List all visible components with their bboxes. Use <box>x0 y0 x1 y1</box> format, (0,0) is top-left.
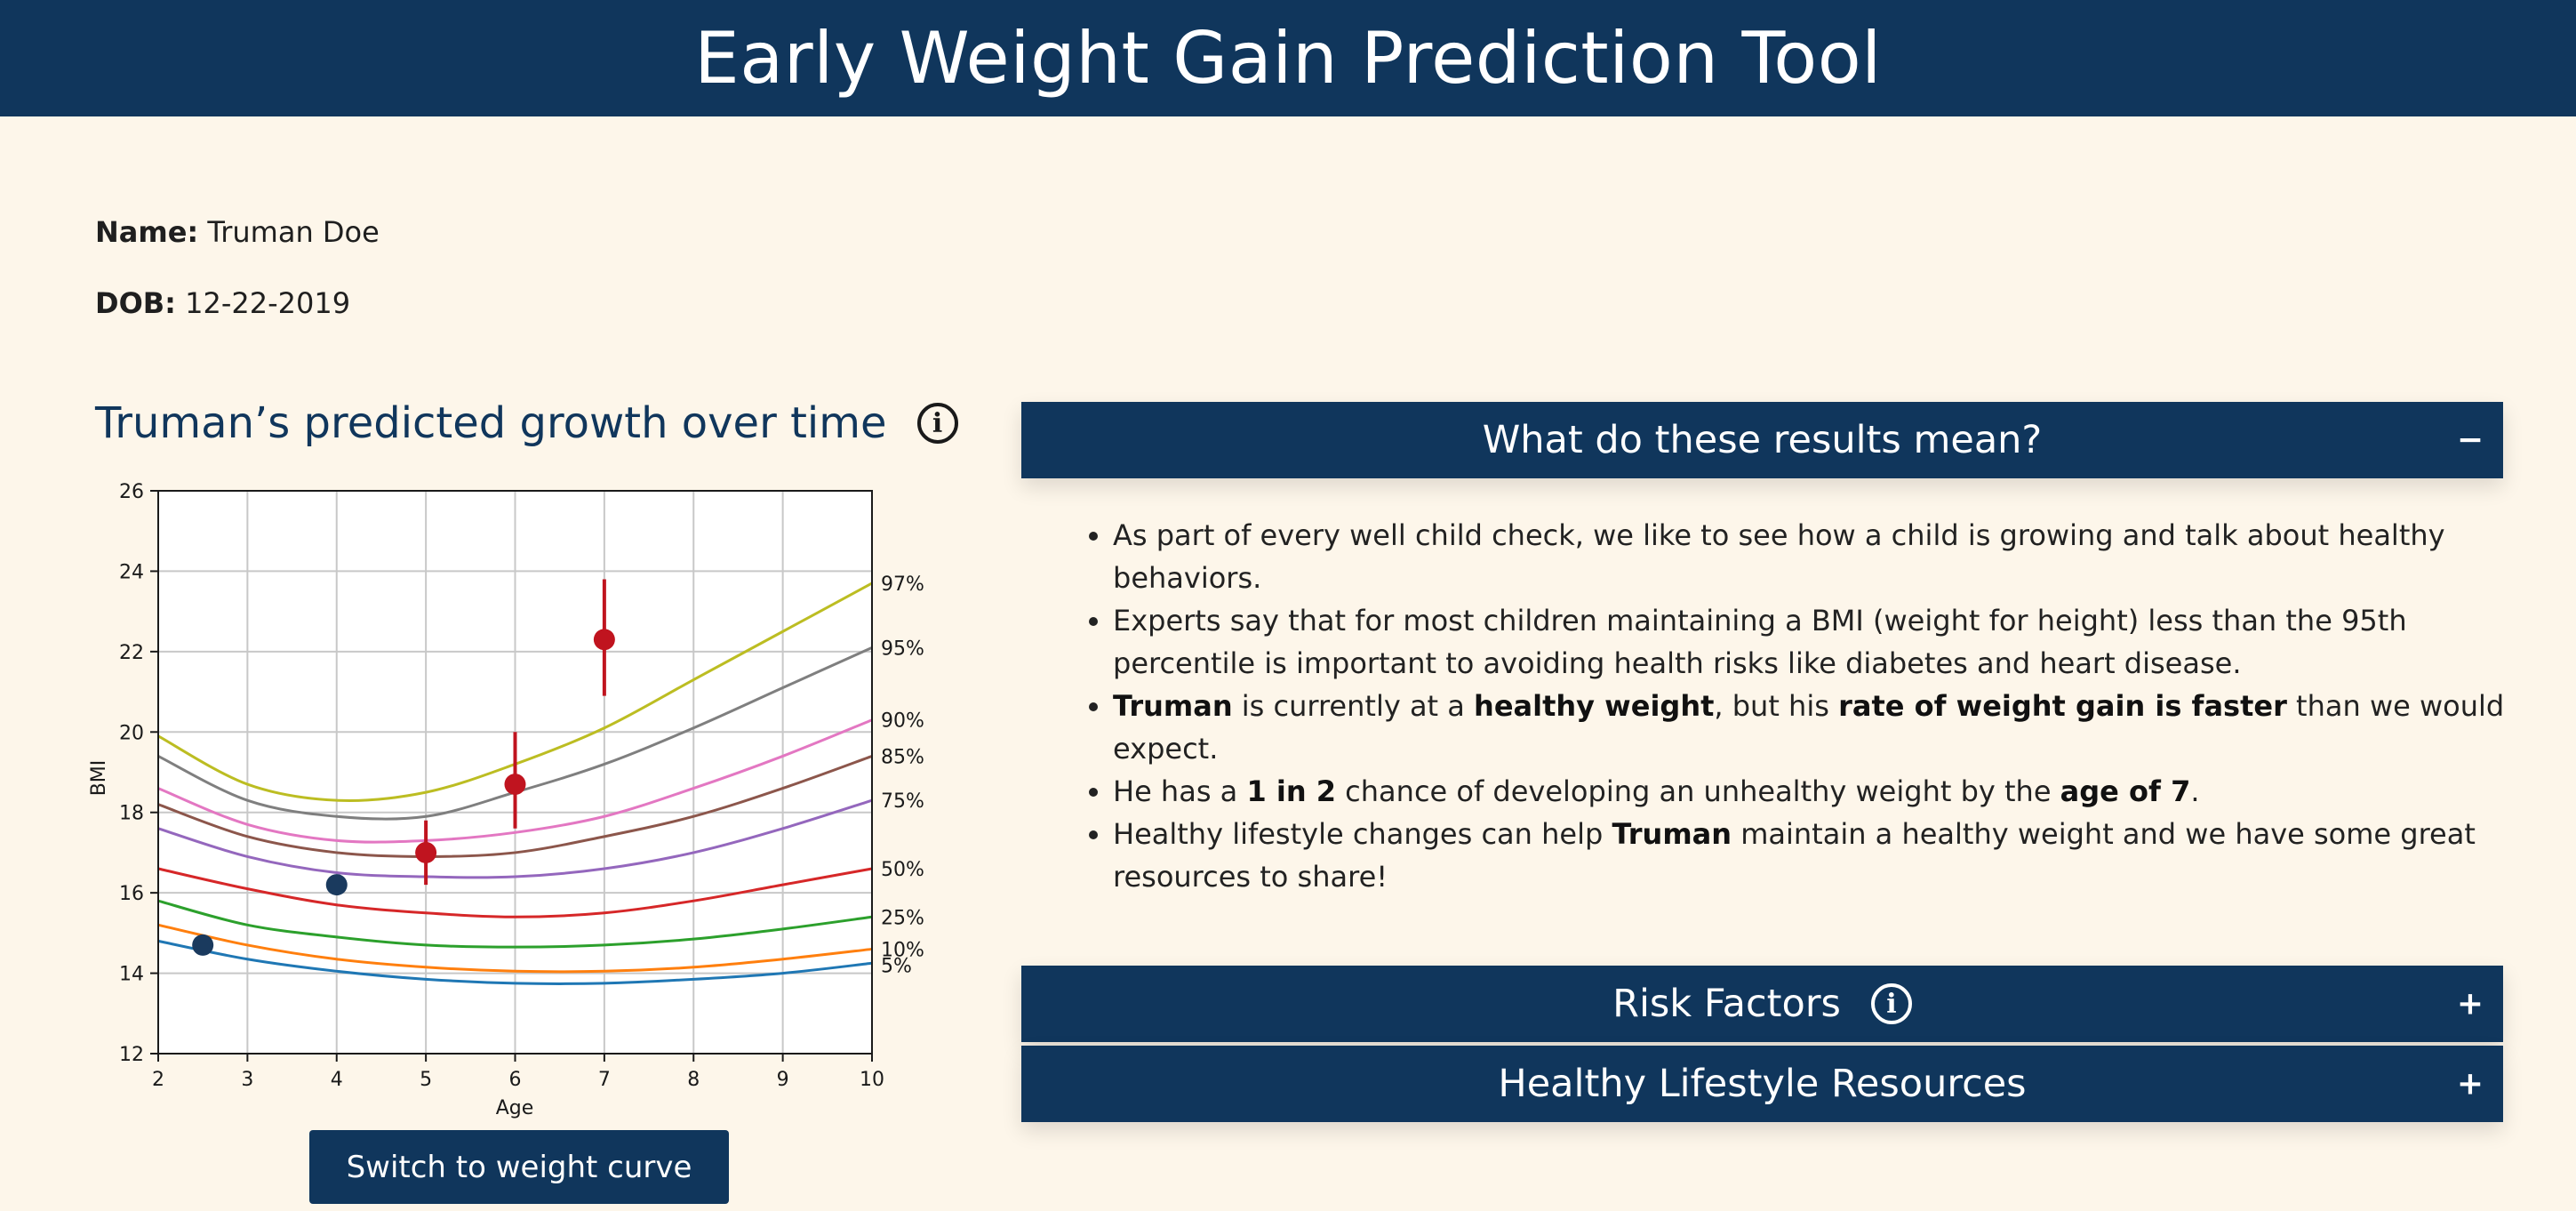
result-text: Experts say that for most children maint… <box>1113 604 2407 680</box>
y-tick-label: 18 <box>119 803 144 825</box>
patient-name: Name: Truman Doe <box>95 215 380 249</box>
risk-factors-accordion-header[interactable]: Risk Factors i + <box>1021 966 2503 1042</box>
percentile-labels: 97% 95% 90% 85% 75% 50% 25% 10%5% <box>881 573 924 977</box>
result-text: 1 in 2 <box>1246 774 1336 808</box>
result-text: chance of developing an unhealthy weight… <box>1336 774 2060 808</box>
info-icon[interactable]: i <box>916 403 958 444</box>
result-text: is currently at a <box>1232 689 1475 723</box>
axis-ticks: 2 3 4 5 6 7 8 9 10 12 14 16 18 20 22 24 26 <box>119 481 884 1091</box>
name-label: Name: <box>95 215 199 249</box>
measured-bmi-point <box>325 874 348 896</box>
y-tick-label: 12 <box>119 1044 144 1066</box>
percentile-label: 50% <box>881 859 924 881</box>
results-accordion-header[interactable]: What do these results mean? − <box>1021 402 2503 478</box>
predicted-bmi-point <box>593 629 615 651</box>
percentile-label: 5% <box>881 955 912 977</box>
percentile-curve <box>157 923 873 974</box>
patient-dob: DOB: 12-22-2019 <box>95 286 350 320</box>
bmi-growth-chart: 2 3 4 5 6 7 8 9 10 12 14 16 18 20 22 24 26 97% 95% 90% 85% 7… <box>88 481 924 1119</box>
percentile-curve <box>157 939 873 985</box>
result-text: Healthy lifestyle changes can help <box>1113 817 1612 851</box>
percentile-label: 95% <box>881 638 924 660</box>
x-tick-label: 10 <box>860 1069 884 1091</box>
result-bullet: Truman is currently at a healthy weight,… <box>1113 685 2526 770</box>
result-text: age of 7 <box>2060 774 2191 808</box>
x-tick-label: 6 <box>509 1069 522 1091</box>
y-tick-label: 14 <box>119 964 144 986</box>
dob-label: DOB: <box>95 286 176 320</box>
y-axis-label: BMI <box>88 760 110 797</box>
switch-to-weight-curve-button[interactable]: Switch to weight curve <box>309 1130 729 1204</box>
predicted-bmi-point <box>415 841 437 863</box>
result-text: He has a <box>1113 774 1247 808</box>
percentile-curve <box>157 755 873 858</box>
result-text: . <box>2190 774 2200 808</box>
y-tick-label: 24 <box>119 561 144 583</box>
percentile-label: 90% <box>881 710 924 733</box>
y-tick-label: 16 <box>119 883 144 905</box>
chart-title-text: Truman’s predicted growth over time <box>95 398 887 448</box>
percentile-curve <box>157 899 873 949</box>
risk-factors-title: Risk Factors <box>1612 982 1841 1026</box>
x-tick-label: 9 <box>777 1069 789 1091</box>
result-text: , but his <box>1714 689 1839 723</box>
collapse-icon[interactable]: − <box>2456 421 2484 459</box>
x-tick-label: 2 <box>152 1069 164 1091</box>
percentile-label: 75% <box>881 790 924 813</box>
percentile-label: 85% <box>881 746 924 768</box>
x-tick-label: 7 <box>598 1069 611 1091</box>
expand-icon[interactable]: + <box>2456 985 2484 1023</box>
percentile-label: 10% <box>881 939 924 961</box>
percentile-curve <box>157 718 873 844</box>
name-value: Truman Doe <box>207 215 380 249</box>
result-text: maintain a healthy weight and we have so… <box>1113 817 2476 894</box>
x-tick-label: 8 <box>687 1069 700 1091</box>
info-icon[interactable]: i <box>1870 983 1912 1024</box>
result-bullet: As part of every well child check, we li… <box>1113 514 2526 599</box>
result-text: rate of weight gain is faster <box>1838 689 2287 723</box>
percentile-curve <box>157 867 873 918</box>
y-tick-label: 22 <box>119 642 144 664</box>
result-bullet: Experts say that for most children maint… <box>1113 599 2526 685</box>
y-tick-label: 26 <box>119 481 144 503</box>
header-bar: Early Weight Gain Prediction Tool <box>0 0 2576 116</box>
percentile-curve <box>157 798 873 879</box>
predicted-bmi-point <box>504 774 526 796</box>
result-text: As part of every well child check, we li… <box>1113 518 2445 595</box>
result-bullet: He has a 1 in 2 chance of developing an … <box>1113 770 2526 813</box>
x-tick-label: 4 <box>331 1069 343 1091</box>
percentile-label: 97% <box>881 573 924 596</box>
y-tick-label: 20 <box>119 722 144 744</box>
resources-title: Healthy Lifestyle Resources <box>1498 1062 2027 1106</box>
result-text: than we would expect. <box>1113 689 2505 766</box>
x-tick-label: 3 <box>241 1069 253 1091</box>
results-list: As part of every well child check, we li… <box>1067 514 2526 898</box>
results-title: What do these results mean? <box>1482 418 2043 462</box>
x-tick-label: 5 <box>420 1069 432 1091</box>
page-title: Early Weight Gain Prediction Tool <box>694 17 1882 100</box>
resources-accordion-header[interactable]: Healthy Lifestyle Resources + <box>1021 1046 2503 1122</box>
result-text: Truman <box>1612 817 1732 851</box>
result-text: healthy weight <box>1474 689 1715 723</box>
measured-bmi-point <box>192 934 214 956</box>
x-axis-label: Age <box>496 1097 534 1119</box>
result-bullet: Healthy lifestyle changes can help Truma… <box>1113 813 2526 898</box>
percentile-label: 25% <box>881 907 924 929</box>
dob-value: 12-22-2019 <box>185 286 351 320</box>
bmi-points <box>192 579 615 956</box>
expand-icon[interactable]: + <box>2456 1065 2484 1103</box>
chart-title: Truman’s predicted growth over time i <box>95 398 958 448</box>
result-text: Truman <box>1113 689 1233 723</box>
